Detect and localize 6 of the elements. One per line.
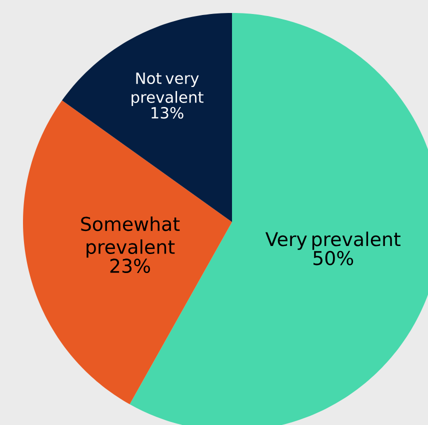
- slice-label: Very prevalent: [265, 232, 400, 250]
- data-label: 23%: [110, 258, 150, 273]
- data-label: 50%: [314, 250, 354, 266]
- slice-label: Not very prevalent: [132, 72, 204, 106]
- slice-label: Somewhat prevalent: [81, 216, 180, 258]
- data-label: 13%: [152, 106, 184, 119]
